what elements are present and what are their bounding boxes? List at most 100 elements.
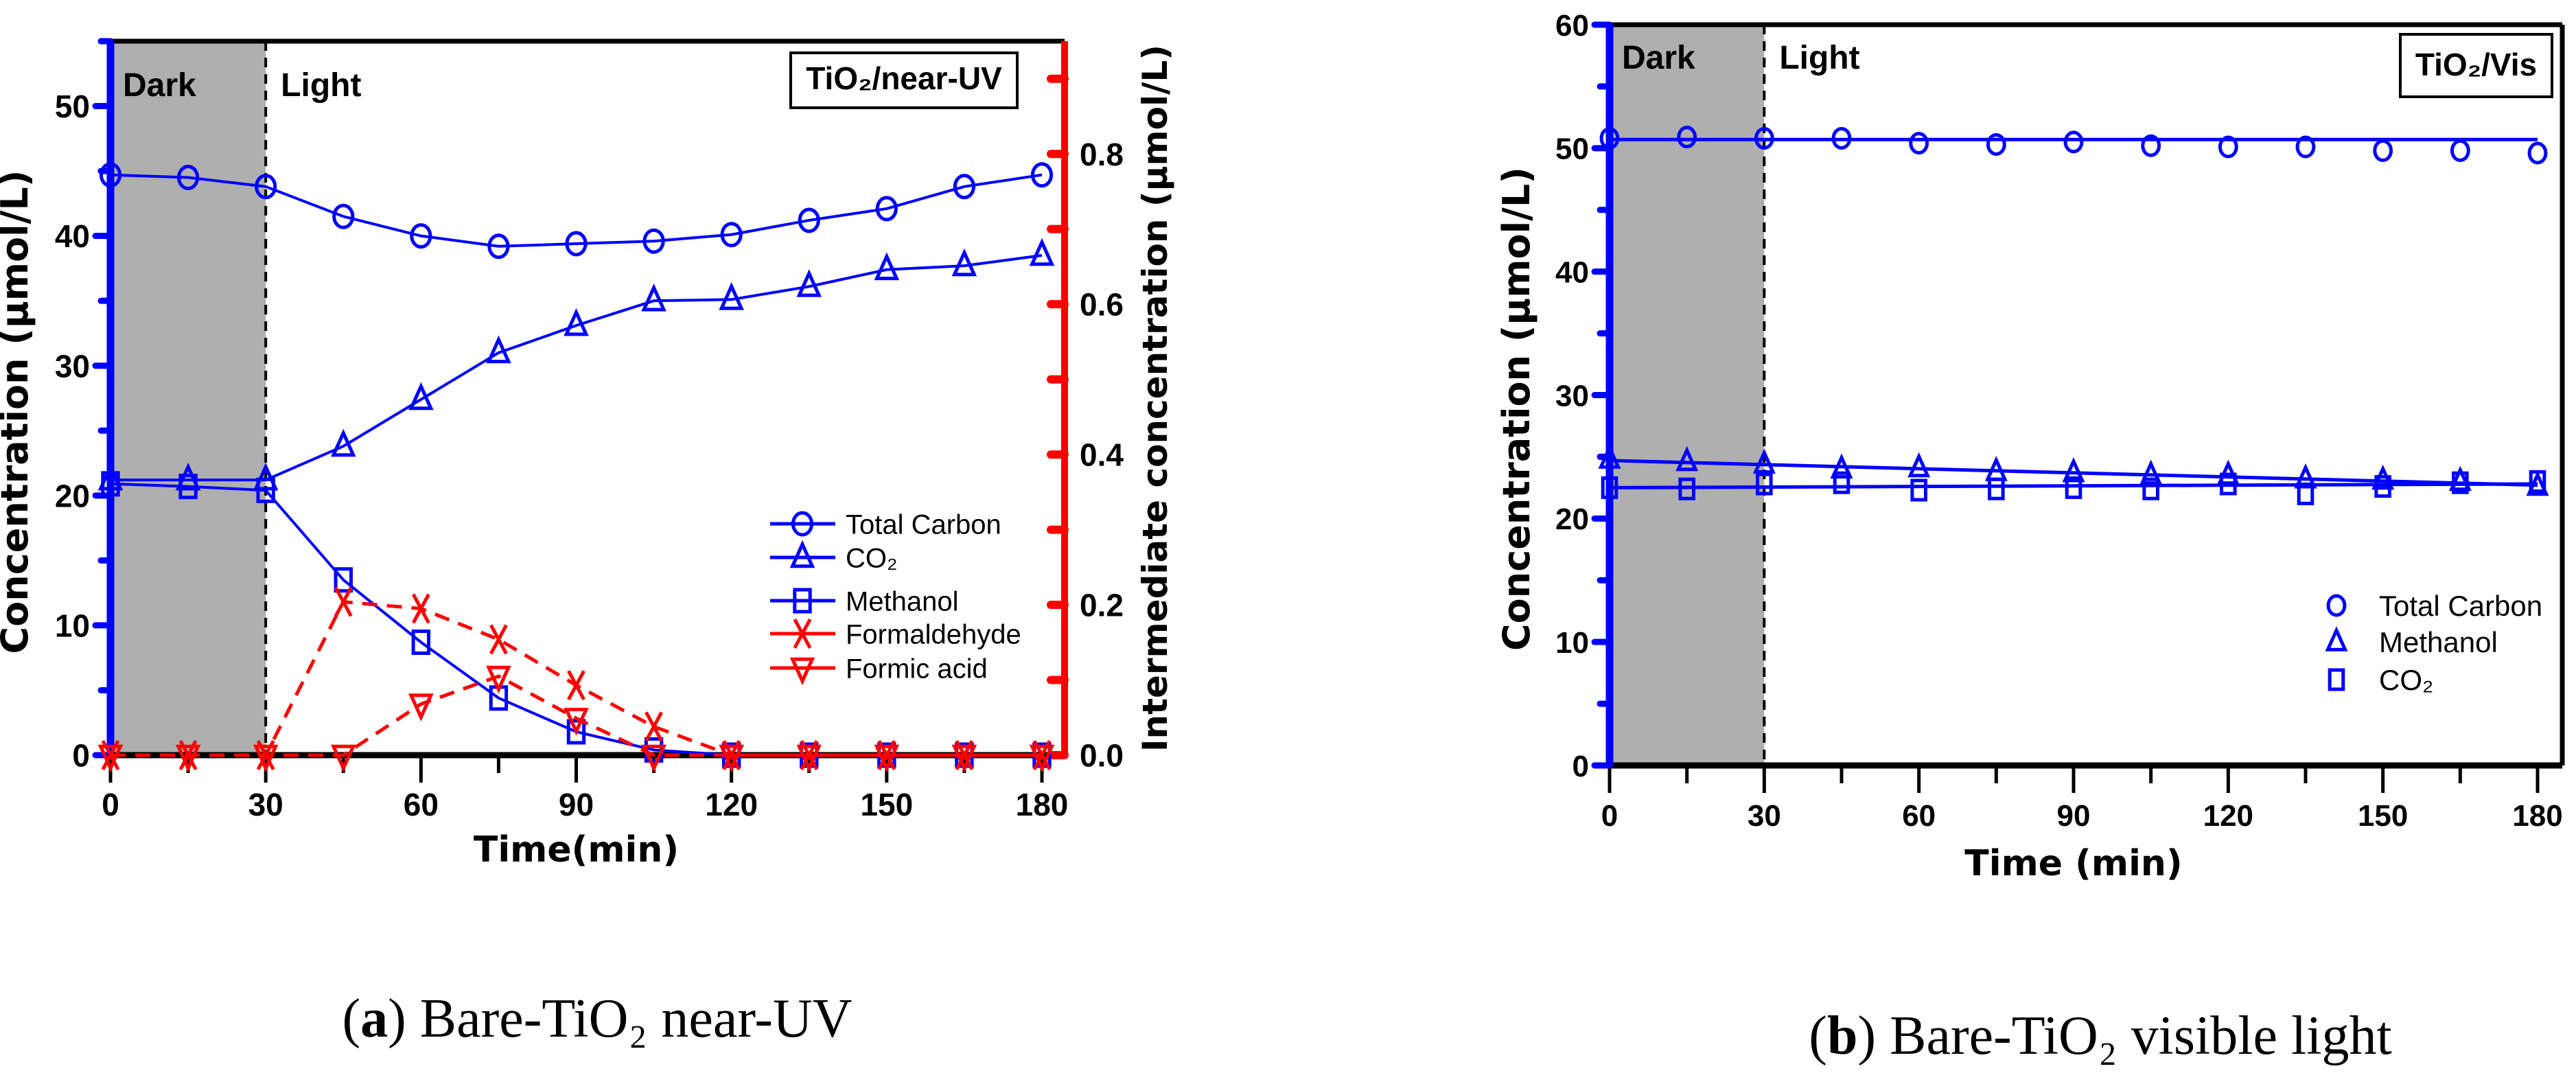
legend-label: Total Carbon: [2379, 590, 2542, 622]
data-point: [1831, 126, 1852, 150]
data-point: [1601, 476, 1618, 499]
legend-marker: [793, 588, 812, 614]
panel-letter: b: [1827, 1006, 1858, 1066]
y2-tick-label: 0.6: [1080, 287, 1124, 323]
data-point: [408, 382, 434, 411]
panel-letter: a: [360, 989, 388, 1049]
y-tick-label: 20: [1555, 503, 1589, 536]
data-point: [645, 711, 663, 742]
legend-marker: [789, 657, 815, 686]
x-tick-label: 180: [1016, 787, 1069, 822]
data-point: [1598, 443, 1621, 469]
panel-caption-text: Bare-TiO₂ near-UV: [420, 989, 852, 1049]
data-point: [101, 471, 120, 497]
data-point: [99, 162, 122, 188]
data-point: [1754, 126, 1774, 150]
data-point: [1988, 477, 2005, 500]
data-point: [953, 174, 976, 200]
data-point: [330, 744, 356, 773]
series-line: [111, 674, 1042, 757]
legend-marker: [793, 619, 812, 649]
panel-a-chart: 0 30 60 90 120 150 180 0 10 20 30 40 50 0.0 0.2 0.4 0.6 0…: [0, 38, 1175, 1049]
data-point: [334, 567, 353, 593]
data-point: [796, 269, 822, 297]
data-point: [1678, 477, 1695, 500]
legend-marker: [791, 511, 814, 537]
legend-marker: [2328, 668, 2345, 691]
data-point: [1756, 472, 1773, 496]
condition-label: TiO₂/Vis: [2415, 47, 2537, 82]
x-tick-label: 30: [248, 787, 283, 822]
data-point: [1599, 126, 1620, 150]
data-point: [1986, 132, 2006, 156]
data-point: [176, 165, 200, 191]
dark-period-shading: [1610, 25, 1765, 765]
legend-label: Formic acid: [846, 654, 988, 684]
series-formic-acid: [97, 665, 1055, 773]
data-point: [1029, 744, 1055, 773]
legend-label: Methanol: [2379, 626, 2498, 658]
data-point: [2373, 139, 2393, 162]
data-point: [487, 233, 510, 259]
data-point: [1677, 126, 1697, 149]
y-tick-label: 10: [1555, 626, 1589, 660]
y-tick-label: 30: [55, 348, 90, 384]
light-label: Light: [281, 67, 361, 104]
legend-label: Methanol: [846, 586, 959, 616]
data-point: [97, 744, 124, 773]
y-tick-label: 60: [1555, 9, 1589, 43]
data-point: [951, 744, 977, 773]
legend-label: Formaldehyde: [846, 619, 1021, 649]
data-point: [564, 708, 589, 736]
data-point: [486, 335, 511, 364]
panel-caption: (b) Bare-TiO₂ visible light: [1809, 1006, 2391, 1066]
data-point: [2450, 139, 2470, 162]
x-tick-label: 120: [705, 787, 758, 822]
data-point: [2448, 465, 2472, 492]
data-point: [256, 477, 275, 503]
data-point: [1833, 471, 1850, 494]
data-point: [253, 744, 279, 773]
legend-label: CO₂: [2379, 664, 2433, 696]
legend-marker: [789, 540, 815, 568]
series-co-: [1601, 470, 2546, 505]
y-tick-label: 50: [55, 89, 90, 124]
data-point: [2141, 134, 2161, 157]
y-tick-label: 30: [1555, 379, 1589, 413]
fit-line: [1609, 482, 2538, 489]
y2-tick-label: 0.0: [1080, 738, 1124, 774]
data-point: [2142, 477, 2159, 500]
x-tick-label: 120: [2203, 799, 2253, 833]
legend-marker: [2325, 626, 2348, 651]
data-point: [642, 228, 665, 254]
data-point: [874, 744, 900, 773]
data-point: [332, 203, 355, 229]
x-axis-title: Time(min): [474, 829, 679, 870]
series-total-carbon: [1599, 126, 2548, 165]
light-label: Light: [1779, 40, 1859, 76]
data-point: [951, 248, 977, 277]
x-tick-label: 150: [860, 787, 913, 822]
data-point: [2374, 475, 2391, 498]
data-point: [411, 629, 431, 655]
data-point: [798, 207, 820, 233]
data-point: [489, 624, 508, 655]
data-point: [875, 196, 898, 222]
data-point: [641, 744, 666, 773]
data-point: [719, 281, 744, 310]
data-point: [175, 744, 201, 773]
x-tick-label: 30: [1748, 799, 1781, 833]
condition-label-box: [789, 51, 1019, 109]
y2-tick-label: 0.2: [1080, 588, 1124, 623]
data-point: [2529, 470, 2546, 493]
y-tick-label: 50: [1555, 132, 1589, 166]
data-point: [1752, 448, 1776, 474]
data-point: [486, 665, 511, 694]
data-point: [2062, 457, 2085, 483]
x-tick-label: 150: [2358, 799, 2408, 833]
condition-label: TiO₂/near-UV: [806, 60, 1002, 96]
data-point: [2452, 471, 2469, 494]
data-point: [874, 252, 900, 281]
x-tick-label: 180: [2512, 799, 2562, 833]
legend-label: Total Carbon: [846, 509, 1001, 540]
